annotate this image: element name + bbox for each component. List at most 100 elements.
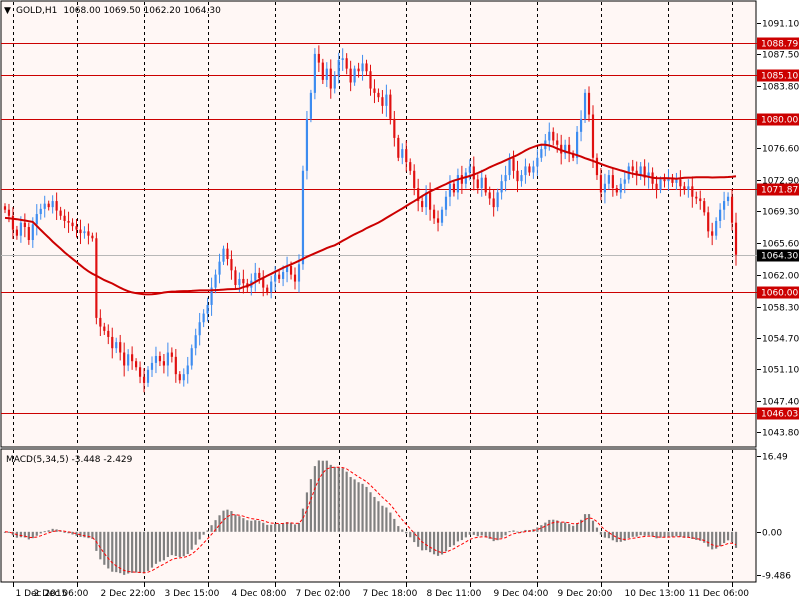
- candle-body: [417, 188, 420, 202]
- macd-bar: [182, 531, 185, 557]
- chart-menu-icon[interactable]: ▼: [4, 6, 11, 16]
- macd-bar: [568, 524, 571, 532]
- macd-signal-line: [4, 466, 737, 574]
- macd-bar: [47, 530, 50, 532]
- candle-body: [516, 170, 519, 182]
- candle-body: [619, 183, 622, 193]
- candle-body: [679, 179, 682, 187]
- candle-body: [178, 374, 181, 381]
- candle-body: [520, 175, 523, 182]
- macd-bar: [285, 522, 289, 532]
- macd-bar: [723, 531, 726, 544]
- candle-body: [353, 68, 356, 83]
- macd-bar: [536, 527, 539, 532]
- candle-body: [87, 231, 90, 236]
- macd-bar: [218, 515, 221, 532]
- time-tick-label: 8 Dec 11:00: [427, 589, 482, 599]
- macd-bar: [421, 531, 424, 551]
- candle-body: [365, 63, 368, 72]
- candle-body: [51, 201, 54, 208]
- macd-bar: [266, 524, 269, 532]
- candle-body: [198, 322, 201, 336]
- macd-bar: [274, 523, 277, 532]
- macd-bar: [43, 531, 46, 533]
- candle-body: [615, 188, 618, 193]
- candle-body: [19, 222, 22, 236]
- macd-bar: [230, 511, 233, 532]
- macd-bar: [365, 486, 368, 532]
- macd-bar: [107, 531, 110, 569]
- macd-bar: [679, 531, 682, 537]
- macd-bar: [250, 520, 253, 532]
- price-tick-label: 1083.80: [762, 83, 799, 93]
- candle-body: [564, 144, 567, 154]
- candle-body: [460, 175, 463, 184]
- macd-bar: [369, 492, 372, 532]
- candle-body: [715, 220, 718, 236]
- macd-bar: [63, 531, 66, 533]
- macd-bar: [703, 531, 706, 543]
- macd-bar: [583, 514, 587, 532]
- candle-body: [508, 157, 511, 176]
- candle-body: [556, 140, 559, 145]
- candle-body: [166, 352, 169, 366]
- candle-body: [726, 196, 730, 202]
- candle-body: [405, 149, 408, 163]
- macd-bar: [456, 531, 459, 542]
- macd-bar: [643, 531, 646, 536]
- candle-body: [385, 94, 388, 106]
- candle-body: [659, 179, 662, 190]
- candle-body: [305, 118, 309, 171]
- candle-body: [3, 206, 7, 210]
- current-price-tag-label: 1064.30: [761, 252, 798, 262]
- candle-body: [687, 186, 690, 190]
- price-level-tag-label: 1046.03: [761, 410, 798, 420]
- macd-bar: [242, 518, 245, 532]
- candle-body: [707, 212, 710, 232]
- price-tick-label: 1054.70: [762, 335, 799, 345]
- price-level-tag-label: 1088.79: [761, 40, 798, 50]
- macd-bar: [504, 531, 507, 536]
- macd-bar: [238, 516, 241, 532]
- candle-body: [194, 335, 197, 349]
- macd-bar: [333, 466, 336, 532]
- macd-bar: [309, 479, 312, 532]
- main-chart-pane[interactable]: [0, 0, 757, 448]
- macd-bar: [619, 531, 622, 542]
- candle-body: [730, 196, 734, 223]
- macd-bar: [611, 531, 614, 541]
- candle-body: [59, 210, 62, 216]
- macd-bar: [337, 467, 340, 532]
- macd-bar: [397, 526, 400, 532]
- candle-body: [282, 272, 285, 279]
- macd-bar: [579, 519, 583, 532]
- candle-body: [373, 88, 376, 93]
- macd-bar: [719, 531, 722, 547]
- candle-body: [135, 361, 138, 368]
- macd-bar: [623, 531, 626, 541]
- candle-body: [234, 270, 237, 286]
- macd-tick-label: -9.486: [762, 572, 791, 582]
- macd-bar: [591, 520, 595, 532]
- macd-bar: [210, 525, 213, 532]
- time-tick-label: 7 Dec 02:00: [296, 589, 351, 599]
- macd-bar: [278, 523, 281, 532]
- candle-body: [568, 144, 571, 154]
- macd-bar: [647, 531, 650, 536]
- macd-bar: [560, 522, 563, 532]
- macd-bar: [520, 531, 523, 533]
- candle-body: [274, 274, 277, 282]
- macd-bar: [730, 531, 734, 543]
- candle-body: [7, 209, 11, 216]
- macd-bar: [401, 529, 404, 532]
- macd-bar: [345, 471, 348, 532]
- macd-bar: [262, 522, 265, 532]
- macd-bar: [607, 531, 610, 539]
- candle-body: [500, 181, 503, 193]
- macd-bar: [572, 525, 575, 532]
- price-level-tag-label: 1060.00: [761, 289, 798, 299]
- candle-body: [55, 201, 58, 211]
- candle-body: [623, 179, 626, 184]
